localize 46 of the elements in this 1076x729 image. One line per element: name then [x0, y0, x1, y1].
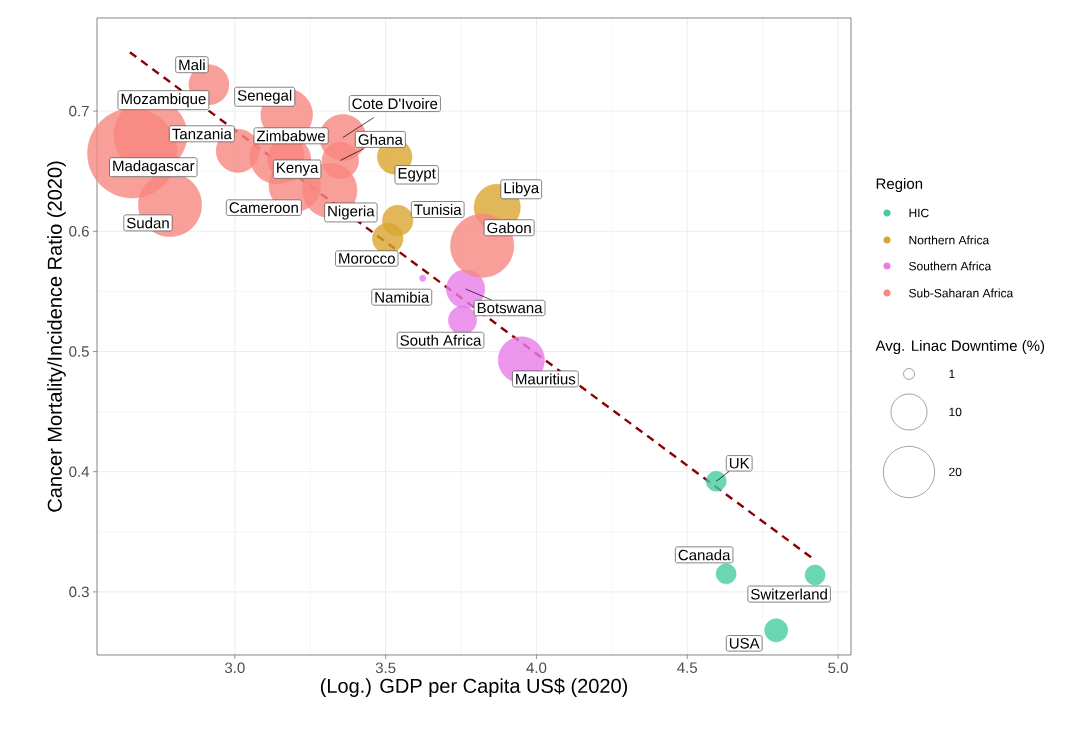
legend-label: 20 [949, 467, 962, 477]
annotation: Cameroon [229, 202, 298, 213]
annotation: Ghana [358, 133, 403, 145]
annotation: USA [729, 638, 760, 649]
annotation: Mauritius [516, 373, 576, 385]
annotation: Zimbabwe [256, 130, 325, 142]
annotation: Switzerland [751, 588, 827, 600]
annotation: Cote D'Ivoire [352, 98, 438, 110]
legend-title: Region [876, 177, 923, 192]
legend-label: Southern Africa [909, 261, 992, 271]
x-tick-label: 3.5 [375, 662, 396, 674]
annotation: UK [729, 458, 750, 469]
x-tick-label: 4.5 [677, 662, 698, 673]
legend-label: 1 [949, 369, 955, 379]
x-tick-label: 4.0 [526, 662, 547, 674]
legend-label: 10 [949, 407, 962, 417]
annotation: Libya [504, 182, 540, 197]
y-tick-label: 0.4 [69, 466, 90, 477]
annotation: Senegal [237, 89, 292, 104]
annotation: Botswana [477, 302, 543, 314]
annotation: Mozambique [121, 93, 206, 108]
y-tick-label: 0.6 [69, 226, 89, 237]
annotation: Tanzania [172, 128, 232, 140]
annotation: Kenya [277, 162, 319, 176]
x-tick-label: 5.0 [828, 662, 848, 674]
text: Avg. Linac Downtime (%) [875, 339, 1045, 354]
annotation: Egypt [398, 168, 436, 182]
annotation: Mali [179, 59, 205, 71]
legend-label: HIC [909, 208, 929, 218]
x-tick-label: 3.0 [224, 662, 245, 674]
legend-label: Northern Africa [909, 235, 990, 245]
annotation: Tunisia [414, 203, 462, 215]
annotation: Morocco [339, 253, 395, 264]
annotation: Madagascar [113, 160, 195, 175]
y-tick-label: 0.3 [69, 586, 89, 598]
y-tick-label: 0.5 [69, 346, 89, 357]
annotation: Nigeria [328, 205, 375, 220]
y-axis-title: Cancer Mortality/Incidence Ratio (2020) [47, 161, 66, 512]
legend-label: Sub-Saharan Africa [909, 288, 1014, 298]
annotation: Sudan [127, 217, 169, 229]
annotation: South Africa [400, 334, 482, 346]
annotation: Namibia [375, 291, 430, 303]
annotation: Canada [678, 549, 731, 561]
annotation: Gabon [487, 222, 531, 234]
y-tick-label: 0.7 [69, 105, 89, 117]
x-axis-title: (Log.) GDP per Capita US$ (2020) [320, 677, 628, 697]
